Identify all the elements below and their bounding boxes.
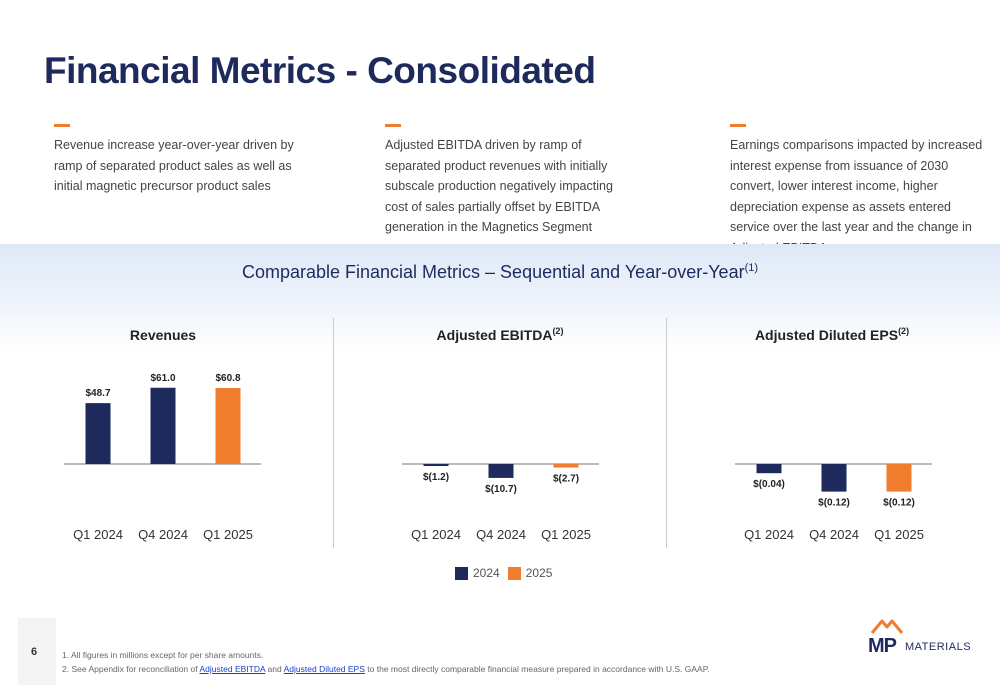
chart-bar	[488, 464, 514, 478]
chart-bar	[423, 464, 449, 466]
bullet-text: Revenue increase year-over-year driven b…	[54, 138, 294, 193]
tick-label: Q4 2024	[809, 527, 859, 542]
chart-divider	[333, 318, 334, 548]
bullet-text: Adjusted EBITDA driven by ramp of separa…	[385, 138, 613, 234]
chart-bar	[886, 464, 912, 492]
page-number: 6	[31, 646, 38, 658]
chart-title: Adjusted Diluted EPS(2)	[755, 326, 909, 343]
chart-bar	[553, 464, 579, 468]
footnote-text: and	[265, 664, 284, 674]
data-label: $(10.7)	[485, 484, 517, 495]
footnote-text: 2. See Appendix for reconciliation of	[62, 664, 200, 674]
chart-bar	[821, 464, 847, 492]
link-adjusted-ebitda[interactable]: Adjusted EBITDA	[199, 664, 266, 674]
tick-label: Q1 2025	[541, 527, 591, 542]
subtitle-text: Comparable Financial Metrics – Sequentia…	[241, 262, 745, 282]
tick-label: Q4 2024	[476, 527, 526, 542]
tick-label: Q1 2025	[203, 527, 253, 542]
chart-divider	[666, 318, 667, 548]
section-subtitle: Comparable Financial Metrics – Sequentia…	[0, 262, 1000, 283]
chart-bar	[756, 464, 782, 474]
data-label: $(0.04)	[753, 479, 785, 490]
data-label: $61.0	[150, 373, 175, 384]
page-tab	[18, 618, 56, 685]
bullet-ebitda: Adjusted EBITDA driven by ramp of separa…	[385, 124, 625, 238]
chart-bar	[150, 387, 176, 464]
legend-item-2025: 2025	[507, 566, 553, 580]
tick-label: Q1 2024	[744, 527, 794, 542]
footnotes: 1. All figures in millions except for pe…	[62, 648, 710, 676]
orange-dash	[730, 124, 746, 127]
company-logo: MP MATERIALS	[868, 615, 978, 657]
bullet-revenue: Revenue increase year-over-year driven b…	[54, 124, 304, 197]
legend-label: 2024	[473, 566, 500, 580]
footnote-1: 1. All figures in millions except for pe…	[62, 650, 264, 660]
footnote-2: 2. See Appendix for reconciliation of Ad…	[62, 662, 710, 676]
chart-title: Revenues	[130, 327, 196, 343]
tick-label: Q4 2024	[138, 527, 188, 542]
legend-item-2024: 2024	[455, 566, 500, 580]
tick-label: Q1 2024	[411, 527, 461, 542]
legend-label: 2025	[525, 566, 553, 580]
data-label: $(0.12)	[883, 498, 915, 509]
chart-legend: 2024 2025	[455, 566, 560, 580]
chart-title: Adjusted EBITDA(2)	[437, 326, 564, 343]
logo-mp: MP	[868, 635, 897, 657]
chart-bar	[215, 388, 241, 464]
section-band	[0, 244, 1000, 354]
footnote-text: to the most directly comparable financia…	[364, 664, 710, 674]
logo-mountain-icon	[870, 619, 904, 634]
orange-dash	[54, 124, 70, 127]
link-adjusted-diluted-eps[interactable]: Adjusted Diluted EPS	[283, 664, 365, 674]
data-label: $48.7	[85, 388, 110, 399]
legend-swatch	[455, 566, 468, 580]
data-label: $(1.2)	[423, 472, 449, 483]
legend-swatch	[507, 566, 521, 580]
orange-dash	[385, 124, 401, 127]
tick-label: Q1 2024	[73, 527, 123, 542]
data-label: $60.8	[215, 373, 240, 384]
subtitle-footnote-ref: (1)	[744, 262, 759, 274]
data-label: $(0.12)	[818, 498, 850, 509]
chart-bar	[85, 403, 111, 464]
tick-label: Q1 2025	[874, 527, 924, 542]
data-label: $(2.7)	[553, 474, 579, 485]
page-title: Financial Metrics - Consolidated	[44, 50, 596, 91]
logo-materials: MATERIALS	[905, 641, 972, 653]
